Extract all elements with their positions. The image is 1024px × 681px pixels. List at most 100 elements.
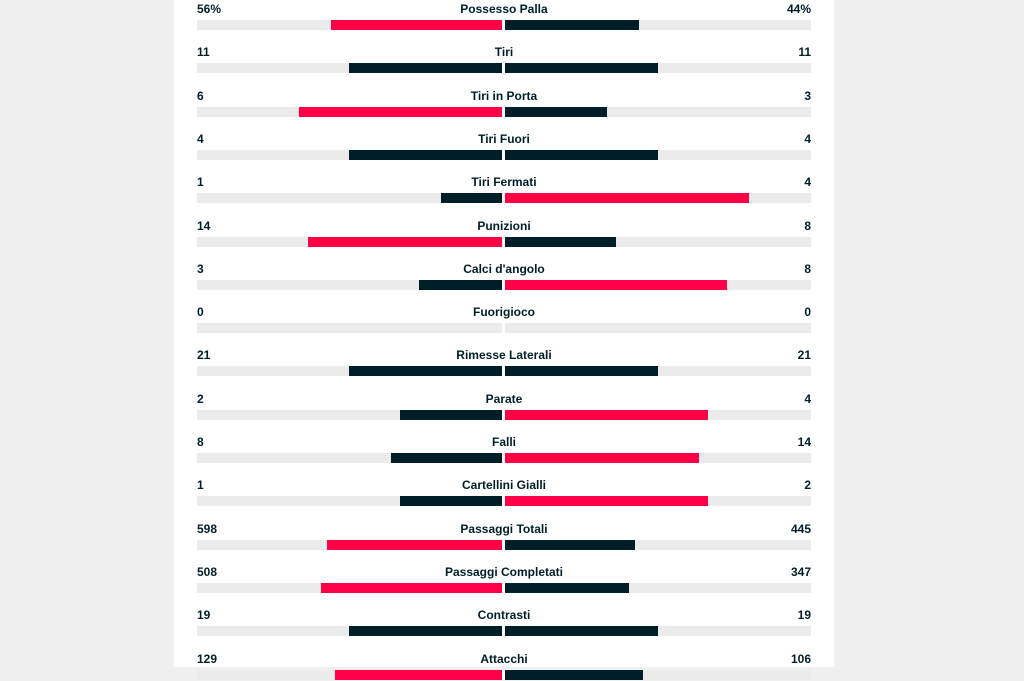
home-value: 4 [197,131,204,146]
home-bar-track [197,626,502,637]
home-value: 21 [197,348,211,363]
stat-row: 1 Cartellini Gialli 2 [197,477,811,507]
away-bar-track [505,582,811,593]
away-bar-track [505,626,811,637]
bar-divider [502,582,505,593]
stat-label: Cartellini Gialli [461,478,547,493]
stat-row: 129 Attacchi 106 [197,651,811,681]
away-value: 11 [798,45,811,60]
stat-row: 19 Contrasti 19 [197,607,811,637]
bar-divider [502,20,505,30]
away-bar-fill [505,63,658,74]
home-bar-fill [349,63,502,74]
away-bar-track [505,149,811,160]
away-value: 21 [797,348,811,363]
away-value: 106 [790,651,811,666]
away-value: 8 [804,261,811,276]
away-bar-fill [505,279,727,290]
home-bar-track [197,539,502,550]
stat-row: 0 Fuorigioco 0 [197,304,811,334]
stat-label: Rimesse Laterali [456,348,552,363]
away-bar-track [505,539,811,550]
stat-row: 11 Tiri 11 [197,44,811,74]
stat-label: Passaggi Completati [444,564,564,579]
away-bar-fill [505,669,643,680]
home-bar-fill [331,20,502,30]
home-bar-fill [441,193,502,204]
away-bar-track [505,106,811,117]
stat-label: Tiri in Porta [470,88,538,103]
home-bar-track [197,106,502,117]
home-bar-track [197,279,502,290]
bar-divider [502,539,505,550]
home-value: 11 [197,45,210,60]
away-bar-fill [505,193,749,204]
away-bar-track [505,20,811,30]
home-bar-track [197,63,502,74]
away-bar-fill [505,409,708,420]
home-bar-track [197,496,502,507]
away-bar-track [505,193,811,204]
away-value: 347 [790,564,811,579]
stat-label: Parate [485,391,523,406]
away-bar-track [505,366,811,377]
stat-row: 598 Passaggi Totali 445 [197,521,811,551]
home-bar-track [197,582,502,593]
home-bar-track [197,409,502,420]
stat-row: 6 Tiri in Porta 3 [197,88,811,118]
home-value: 19 [197,608,211,623]
home-value: 6 [197,88,204,103]
home-bar-fill [400,409,502,420]
away-value: 445 [790,521,811,536]
home-bar-fill [391,453,502,463]
stat-label: Tiri [494,45,514,60]
stat-row: 21 Rimesse Laterali 21 [197,347,811,377]
away-bar-track [505,669,811,680]
away-bar-fill [505,106,607,117]
away-value: 0 [804,305,811,320]
away-bar-fill [505,20,639,30]
stat-row: 14 Punizioni 8 [197,218,811,248]
stat-label: Punizioni [477,218,531,233]
home-bar-track [197,149,502,160]
away-bar-fill [505,453,699,463]
away-value: 4 [804,131,811,146]
home-bar-track [197,669,502,680]
bar-divider [502,626,505,637]
away-bar-track [505,236,811,247]
away-bar-track [505,63,811,74]
home-bar-fill [400,496,502,507]
home-value: 1 [197,175,204,190]
away-value: 4 [804,391,811,406]
bar-divider [502,366,505,377]
home-bar-track [197,236,502,247]
away-bar-track [505,323,811,334]
stat-row: 8 Falli 14 [197,434,811,464]
home-bar-fill [349,626,502,637]
bar-divider [502,323,505,334]
away-value: 4 [804,175,811,190]
away-bar-fill [505,496,708,507]
bar-divider [502,63,505,74]
away-bar-track [505,409,811,420]
home-bar-fill [419,279,502,290]
stat-row: 4 Tiri Fuori 4 [197,131,811,161]
away-bar-track [505,279,811,290]
home-bar-fill [308,236,502,247]
home-bar-fill [349,366,502,377]
stat-label: Contrasti [477,608,531,623]
away-bar-track [505,496,811,507]
home-bar-track [197,193,502,204]
home-value: 1 [197,478,204,493]
bar-divider [502,149,505,160]
home-value: 508 [197,564,218,579]
stat-label: Tiri Fermati [471,175,537,190]
away-value: 44% [786,2,811,16]
stat-label: Attacchi [480,651,528,666]
away-value: 14 [797,435,811,449]
home-bar-track [197,20,502,30]
stat-label: Passaggi Totali [460,521,548,536]
bar-divider [502,409,505,420]
stat-label: Tiri Fuori [478,131,530,146]
stat-label: Falli [491,435,516,449]
